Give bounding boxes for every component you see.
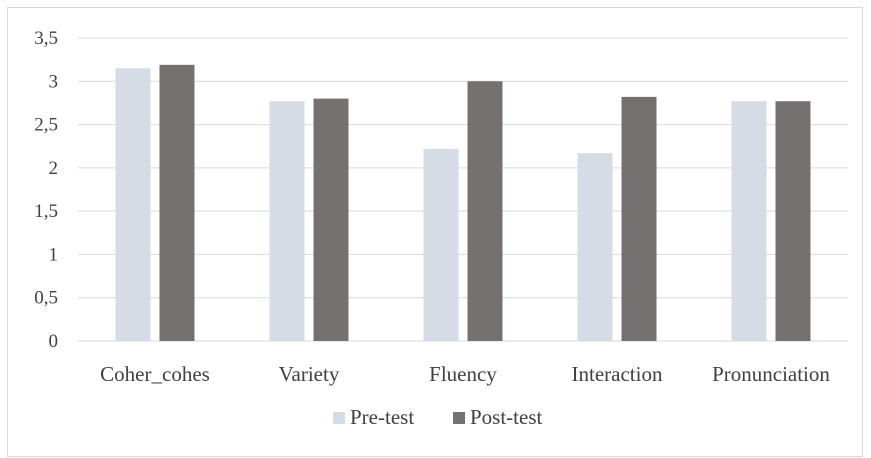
x-category-label: Pronunciation — [712, 362, 830, 386]
y-tick-label: 0 — [49, 331, 59, 352]
bar-post-test-interaction — [621, 96, 657, 342]
bar-pre-test-interaction — [577, 153, 613, 341]
bar-post-test-variety — [313, 98, 349, 341]
y-tick-label: 2 — [49, 158, 59, 179]
bar-pre-test-pronunciation — [731, 101, 767, 341]
y-tick-label: 1,5 — [34, 201, 58, 222]
x-category-label: Interaction — [572, 362, 663, 386]
legend-swatch-post-test — [453, 412, 465, 424]
bar-post-test-pronunciation — [775, 101, 811, 341]
y-tick-label: 3 — [49, 71, 59, 92]
gridlines — [78, 37, 848, 342]
bar-pre-test-variety — [269, 101, 305, 341]
y-tick-label: 3,5 — [34, 28, 58, 49]
y-axis-tick-labels: 0 0,5 1 1,5 2 2,5 3 3,5 — [34, 28, 58, 352]
bar-pre-test-coher-cohes — [115, 68, 151, 342]
bar-pre-test-fluency — [423, 148, 459, 341]
x-category-label: Coher_cohes — [100, 362, 210, 386]
bars — [115, 64, 811, 342]
legend-swatch-pre-test — [333, 412, 345, 424]
y-tick-label: 2,5 — [34, 115, 58, 136]
legend-label-pre-test: Pre-test — [350, 405, 414, 429]
x-axis-category-labels: Coher_cohes Variety Fluency Interaction Pron… — [100, 362, 830, 386]
legend-label-post-test: Post-test — [470, 405, 543, 429]
y-tick-label: 0,5 — [34, 288, 58, 309]
x-category-label: Variety — [279, 362, 340, 386]
x-category-label: Fluency — [429, 362, 497, 386]
y-tick-label: 1 — [49, 244, 59, 265]
legend: Pre-test Post-test — [333, 405, 543, 429]
bar-post-test-coher-cohes — [159, 64, 195, 341]
bar-post-test-fluency — [467, 81, 503, 342]
